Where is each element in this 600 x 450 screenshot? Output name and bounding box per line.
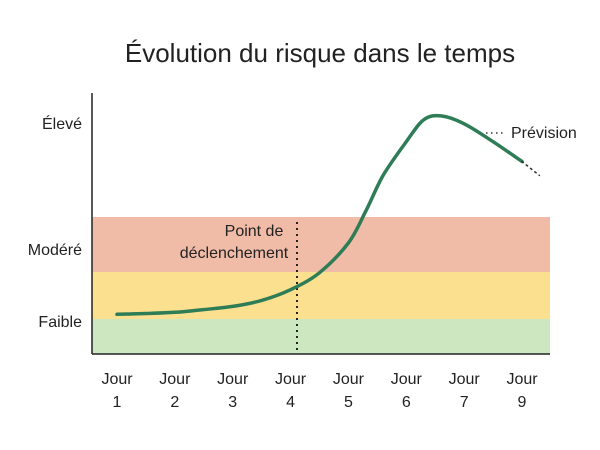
forecast-label: Prévision (511, 125, 577, 142)
x-tick-label-day: Jour (506, 371, 538, 388)
x-tick-label-number: 1 (113, 394, 122, 411)
x-tick-label-day: Jour (217, 371, 249, 388)
x-tick-label-day: Jour (159, 371, 191, 388)
x-tick-label-number: 4 (286, 394, 295, 411)
y-label-medium: Modéré (28, 242, 82, 259)
band-1 (92, 319, 550, 354)
band-3 (92, 217, 550, 272)
x-tick-label-day: Jour (101, 371, 133, 388)
risk-bands (92, 217, 550, 354)
trigger-label-line2: déclenchement (180, 245, 289, 262)
x-tick-label-day: Jour (449, 371, 481, 388)
y-label-low: Faible (38, 314, 82, 331)
trigger-label-line1: Point de (225, 223, 284, 240)
x-tick-label-day: Jour (275, 371, 307, 388)
y-label-high: Élevé (42, 114, 82, 133)
chart-title: Évolution du risque dans le temps (124, 38, 516, 68)
x-tick-label-number: 9 (518, 394, 527, 411)
x-tick-labels: Jour 1 Jour 2 Jour 3 Jour 4 Jour 5 Jour 6 Jour 7 Jour 9 (101, 371, 538, 411)
risk-line (115, 113, 524, 317)
x-tick-label-day: Jour (333, 371, 365, 388)
series (115, 113, 541, 317)
x-tick-label-day: Jour (391, 371, 423, 388)
forecast-line (521, 160, 541, 177)
x-tick-label-number: 2 (170, 394, 179, 411)
x-tick-label-number: 3 (228, 394, 237, 411)
x-tick-label-number: 7 (460, 394, 469, 411)
x-tick-label-number: 5 (344, 394, 353, 411)
x-tick-label-number: 6 (402, 394, 411, 411)
